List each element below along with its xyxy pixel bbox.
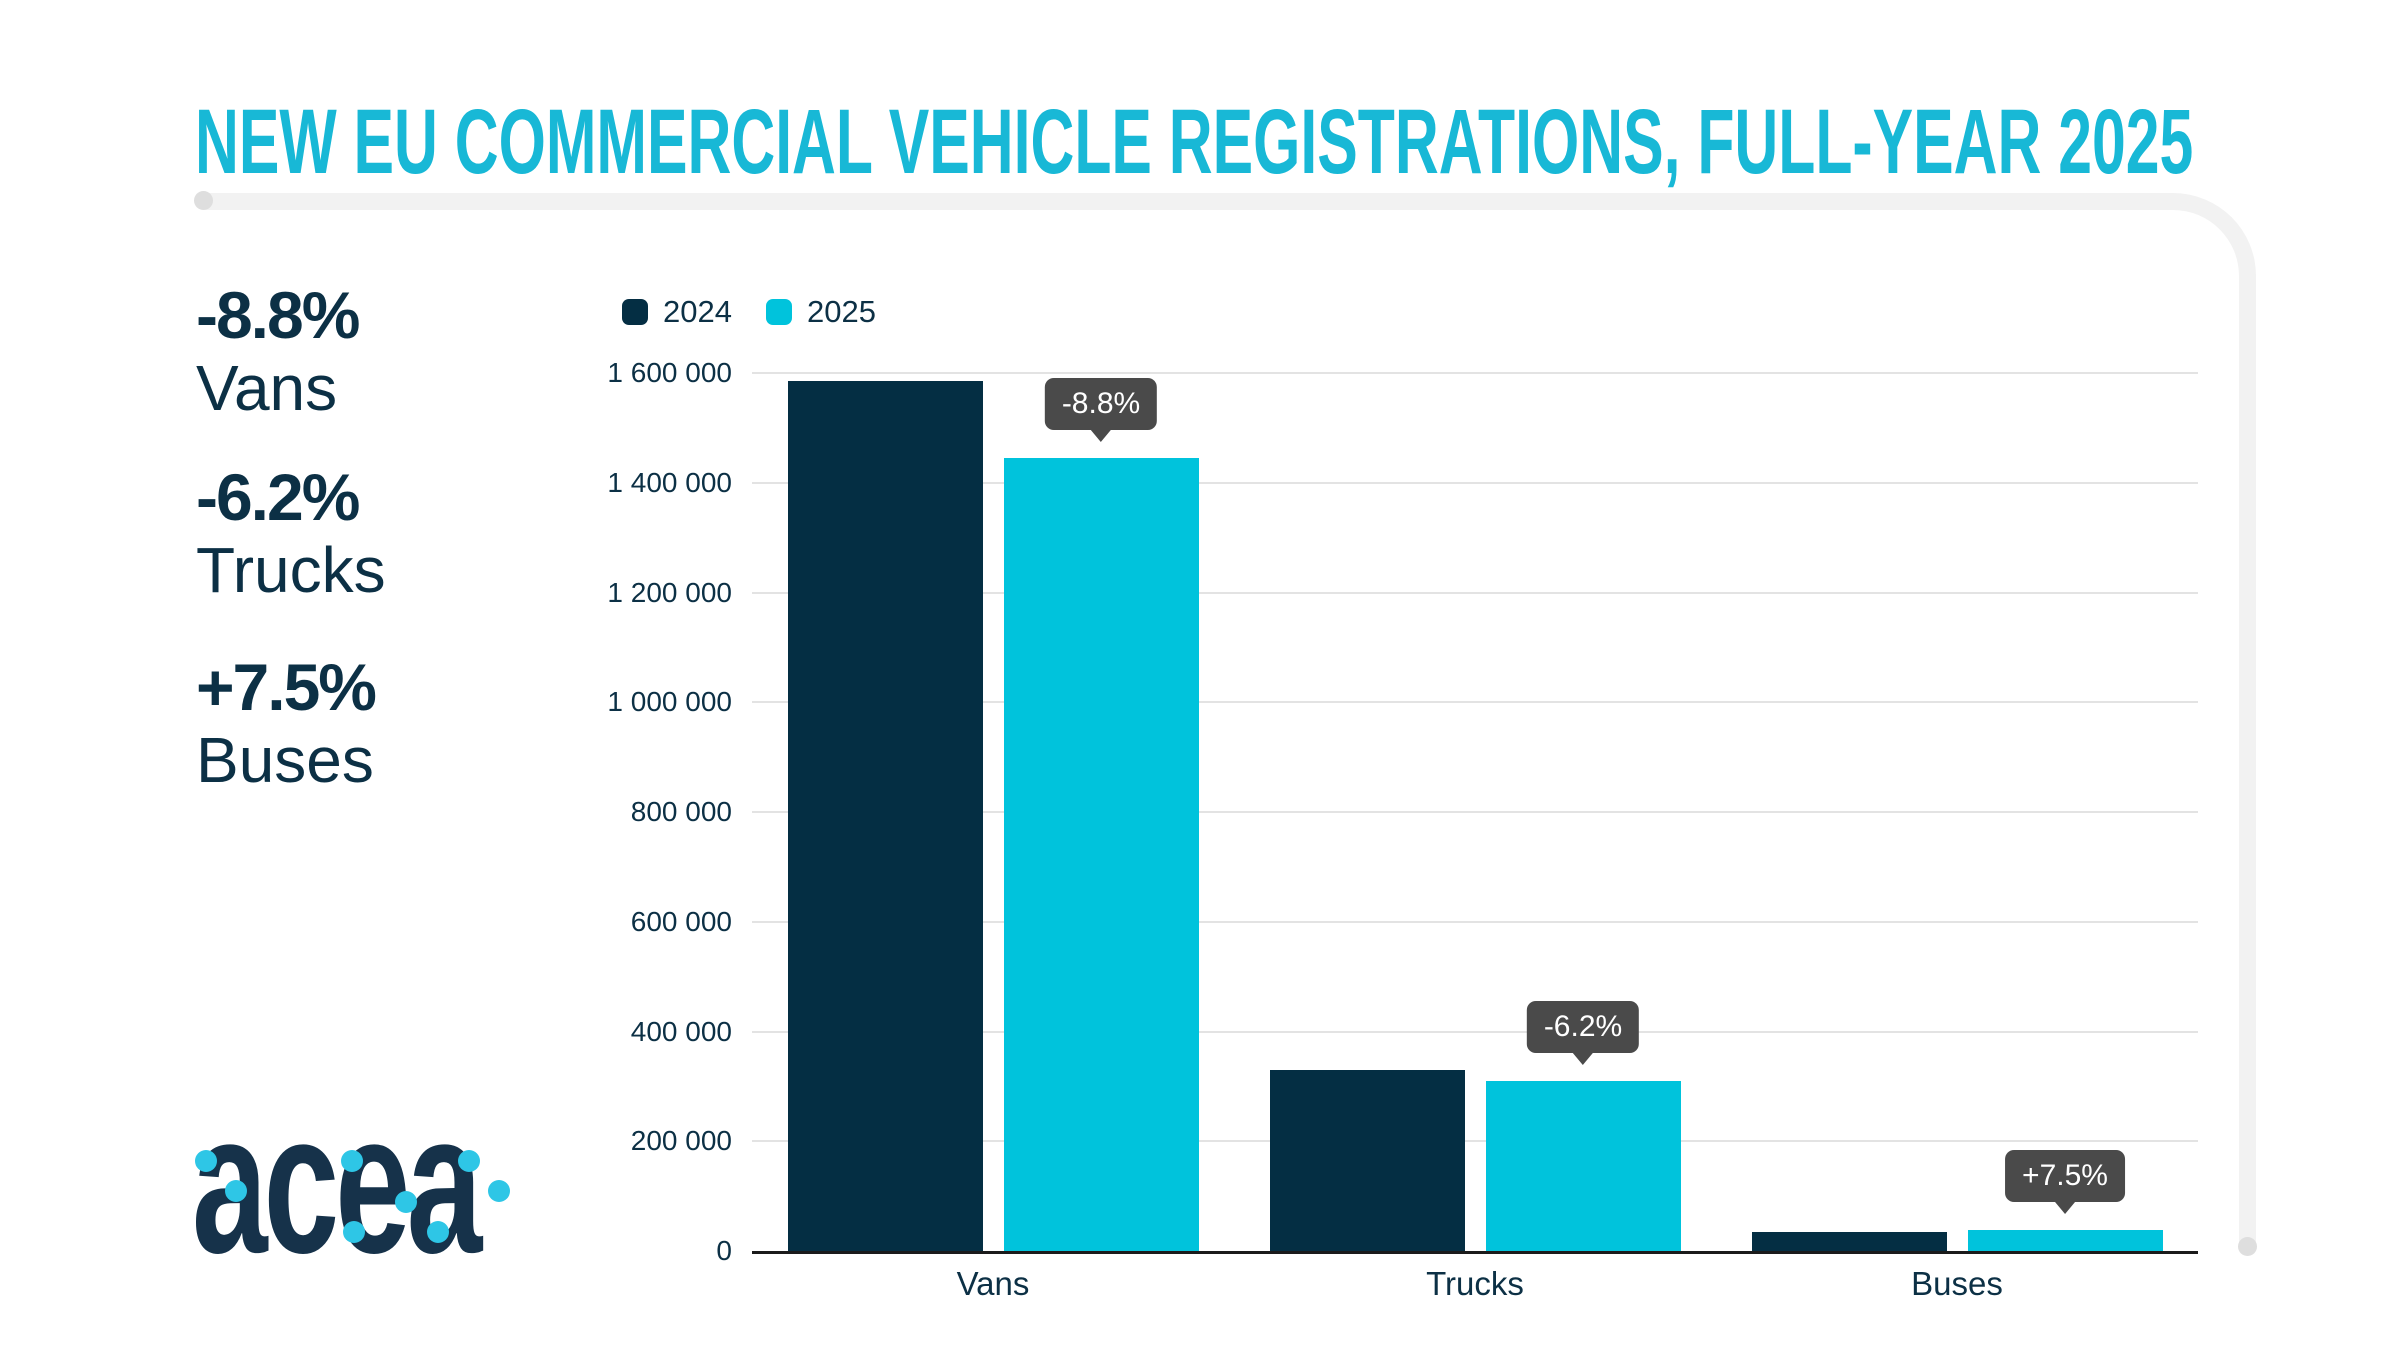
stat-block-vans: -8.8% Vans <box>196 278 360 424</box>
stat-block-trucks: -6.2% Trucks <box>196 462 386 604</box>
x-axis-line <box>752 1251 2198 1254</box>
logo-dot <box>343 1221 365 1243</box>
legend-swatch-2025 <box>765 298 792 325</box>
y-axis-label: 1 600 000 <box>607 357 732 388</box>
frame-top-bar <box>195 193 2173 210</box>
category-label-vans: Vans <box>956 1265 1030 1302</box>
bar-2025-buses <box>1967 1230 2163 1251</box>
logo-dot <box>225 1180 247 1202</box>
bar-2025-vans <box>1003 457 1199 1251</box>
bar-2024-trucks <box>1269 1069 1465 1251</box>
gridline-800000 <box>752 811 2198 813</box>
y-axis-label: 200 000 <box>630 1125 732 1157</box>
bar-2024-buses <box>1751 1231 1947 1251</box>
gridline-1000000 <box>752 701 2198 704</box>
legend-item-2025: 2025 <box>765 294 876 329</box>
legend-item-2024: 2024 <box>622 296 732 327</box>
y-axis-label: 0 <box>716 1235 732 1266</box>
legend-swatch-2024 <box>622 298 648 325</box>
logo-dot <box>195 1150 217 1172</box>
stat-label-trucks: Trucks <box>196 534 386 606</box>
y-axis-label: 1 000 000 <box>607 686 732 718</box>
y-axis-label: 400 000 <box>630 1015 732 1047</box>
logo-dot <box>395 1191 417 1213</box>
gridline-1200000 <box>752 591 2198 594</box>
gridline-1600000 <box>752 372 2198 374</box>
logo-dot <box>488 1180 510 1202</box>
y-axis-label: 800 000 <box>630 796 732 827</box>
category-label-buses: Buses <box>1911 1265 2003 1302</box>
logo-dot <box>341 1150 363 1172</box>
legend-label-2025: 2025 <box>806 294 876 329</box>
bar-2025-trucks <box>1485 1081 1681 1251</box>
stat-label-buses: Buses <box>196 724 374 796</box>
change-tooltip-vans: -8.8% <box>1044 377 1158 430</box>
logo-dot <box>458 1150 480 1172</box>
chart-legend: 2024 2025 <box>622 296 876 327</box>
category-label-trucks: Trucks <box>1426 1265 1524 1302</box>
change-tooltip-trucks: -6.2% <box>1526 1001 1640 1054</box>
frame-start-dot <box>194 191 213 210</box>
stat-percent-buses: +7.5% <box>196 650 377 724</box>
gridline-1400000 <box>752 481 2198 484</box>
stat-label-vans: Vans <box>196 352 338 424</box>
gridline-200000 <box>752 1140 2198 1143</box>
legend-label-2024: 2024 <box>663 294 732 329</box>
stat-block-buses: +7.5% Buses <box>196 650 377 796</box>
plot-area: 0 200 000 400 000 600 000 800 000 1 000 000 1 … <box>607 359 2198 1300</box>
bar-2024-vans <box>787 381 983 1251</box>
y-axis-label: 1 200 000 <box>607 576 732 608</box>
y-axis-label: 600 000 <box>630 905 732 937</box>
logo-dot <box>427 1221 449 1243</box>
frame-end-dot <box>2238 1237 2257 1256</box>
page-title: NEW EU COMMERCIAL VEHICLE REGISTRATIONS,… <box>195 91 2194 193</box>
gridline-600000 <box>752 920 2198 923</box>
gridline-400000 <box>752 1030 2198 1033</box>
frame-corner <box>2173 193 2256 276</box>
stat-percent-trucks: -6.2% <box>196 460 360 534</box>
change-tooltip-buses: +7.5% <box>2005 1150 2125 1203</box>
y-axis-label: 1 400 000 <box>607 466 732 498</box>
frame-right-bar <box>2239 274 2256 1255</box>
stat-percent-vans: -8.8% <box>196 278 360 352</box>
